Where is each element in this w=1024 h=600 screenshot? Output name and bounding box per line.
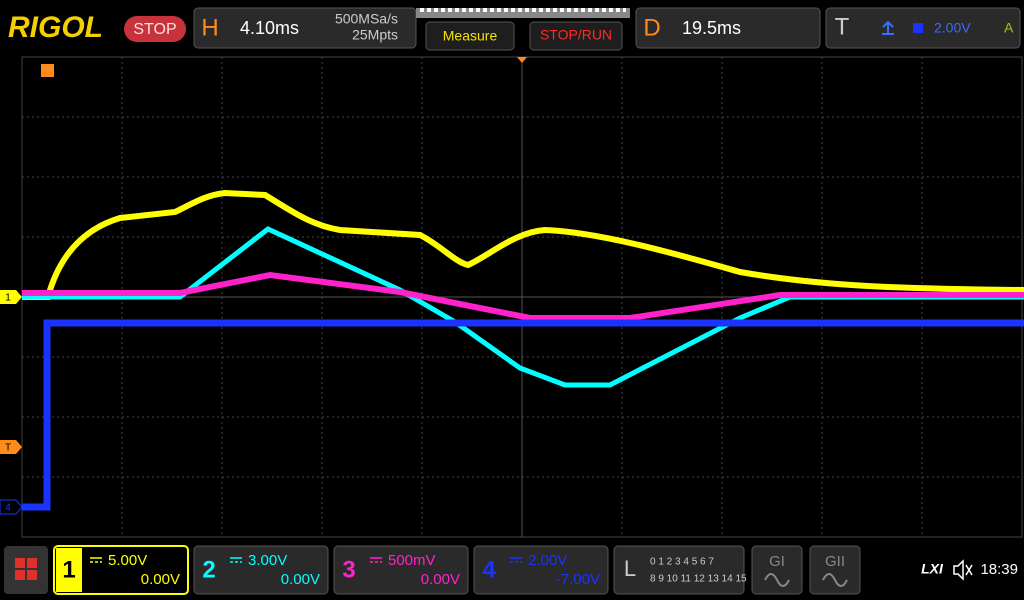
horizontal-label: H (201, 14, 218, 41)
trigger-position-marker (517, 57, 527, 63)
channel-scale: 2.00V (528, 552, 567, 569)
channel-4-panel[interactable] (473, 545, 609, 595)
channel-4-trace (22, 319, 1024, 511)
channel-number: 4 (482, 556, 496, 583)
measure-button[interactable] (425, 21, 515, 51)
sample-rate: 500MSa/s (335, 11, 398, 27)
coupling-icon (370, 557, 382, 563)
menu-button[interactable] (4, 546, 48, 594)
trigger-level-marker (0, 440, 22, 454)
channel-2-panel[interactable] (193, 545, 329, 595)
digital-panel[interactable] (613, 545, 745, 595)
run-status: STOP (133, 21, 176, 38)
channel-4-marker-label: 4 (5, 503, 11, 514)
generator-1-button[interactable] (751, 545, 803, 595)
delay-value: 19.5ms (682, 18, 741, 38)
channel-1-trace (22, 189, 1024, 300)
logo: RIGOL (8, 11, 103, 44)
channel-1-badge (56, 548, 82, 592)
channel-scale: 5.00V (108, 552, 147, 569)
channel-1-marker-label: 1 (5, 293, 11, 304)
channel-1-panel[interactable] (53, 545, 189, 595)
channel-scale: 3.00V (248, 552, 287, 569)
mute-icon (953, 559, 973, 581)
coupling-icon (90, 557, 102, 563)
channel-number: 1 (62, 556, 75, 583)
channel-number: 3 (342, 556, 355, 583)
channel-3-panel[interactable] (333, 545, 469, 595)
digital-label: L (624, 556, 636, 581)
channel-number: 2 (202, 556, 215, 583)
generator-1-label: GI (769, 553, 785, 570)
trigger-source-icon (913, 23, 923, 33)
digital-row-2: 8 9 10 11 12 13 14 15 (650, 574, 747, 585)
channel-offset: -7.00V (556, 571, 600, 588)
coupling-icon (510, 557, 522, 563)
channel-offset: 0.00V (281, 571, 320, 588)
trigger-level-marker-label: T (5, 443, 11, 454)
channel-scale: 500mV (388, 552, 436, 569)
trigger-source: A (1004, 20, 1014, 36)
stop-run-button[interactable] (529, 21, 623, 51)
channel-4-marker (0, 499, 23, 515)
coupling-icon (230, 557, 242, 563)
delay-label: D (643, 14, 660, 41)
channel-offset: 0.00V (421, 571, 460, 588)
menu-icon (15, 558, 37, 580)
trigger-position-flag (41, 64, 54, 77)
stop-run-label: STOP/RUN (540, 27, 612, 43)
generator-2-icon (822, 573, 848, 587)
channel-3-trace (22, 271, 1024, 321)
memory-depth: 25Mpts (352, 27, 398, 43)
channel-2-trace (22, 226, 1024, 388)
trigger-label: T (835, 13, 850, 40)
horizontal-panel[interactable] (193, 7, 417, 49)
delay-panel[interactable] (635, 7, 821, 49)
lxi-label: LXI (921, 561, 944, 577)
generator-1-icon (764, 573, 790, 587)
digital-row-1: 0 1 2 3 4 5 6 7 (650, 557, 714, 568)
timebase: 4.10ms (240, 18, 299, 38)
trigger-level: 2.00V (934, 20, 971, 36)
channel-1-marker (0, 290, 22, 304)
channel-offset: 0.00V (141, 571, 180, 588)
generator-2-label: GII (825, 553, 845, 570)
clock: 18:39 (980, 561, 1018, 578)
memory-bar (416, 8, 630, 18)
generator-2-button[interactable] (809, 545, 861, 595)
status-pill (124, 16, 186, 42)
trigger-edge-icon (882, 20, 894, 35)
measure-label: Measure (443, 28, 498, 44)
